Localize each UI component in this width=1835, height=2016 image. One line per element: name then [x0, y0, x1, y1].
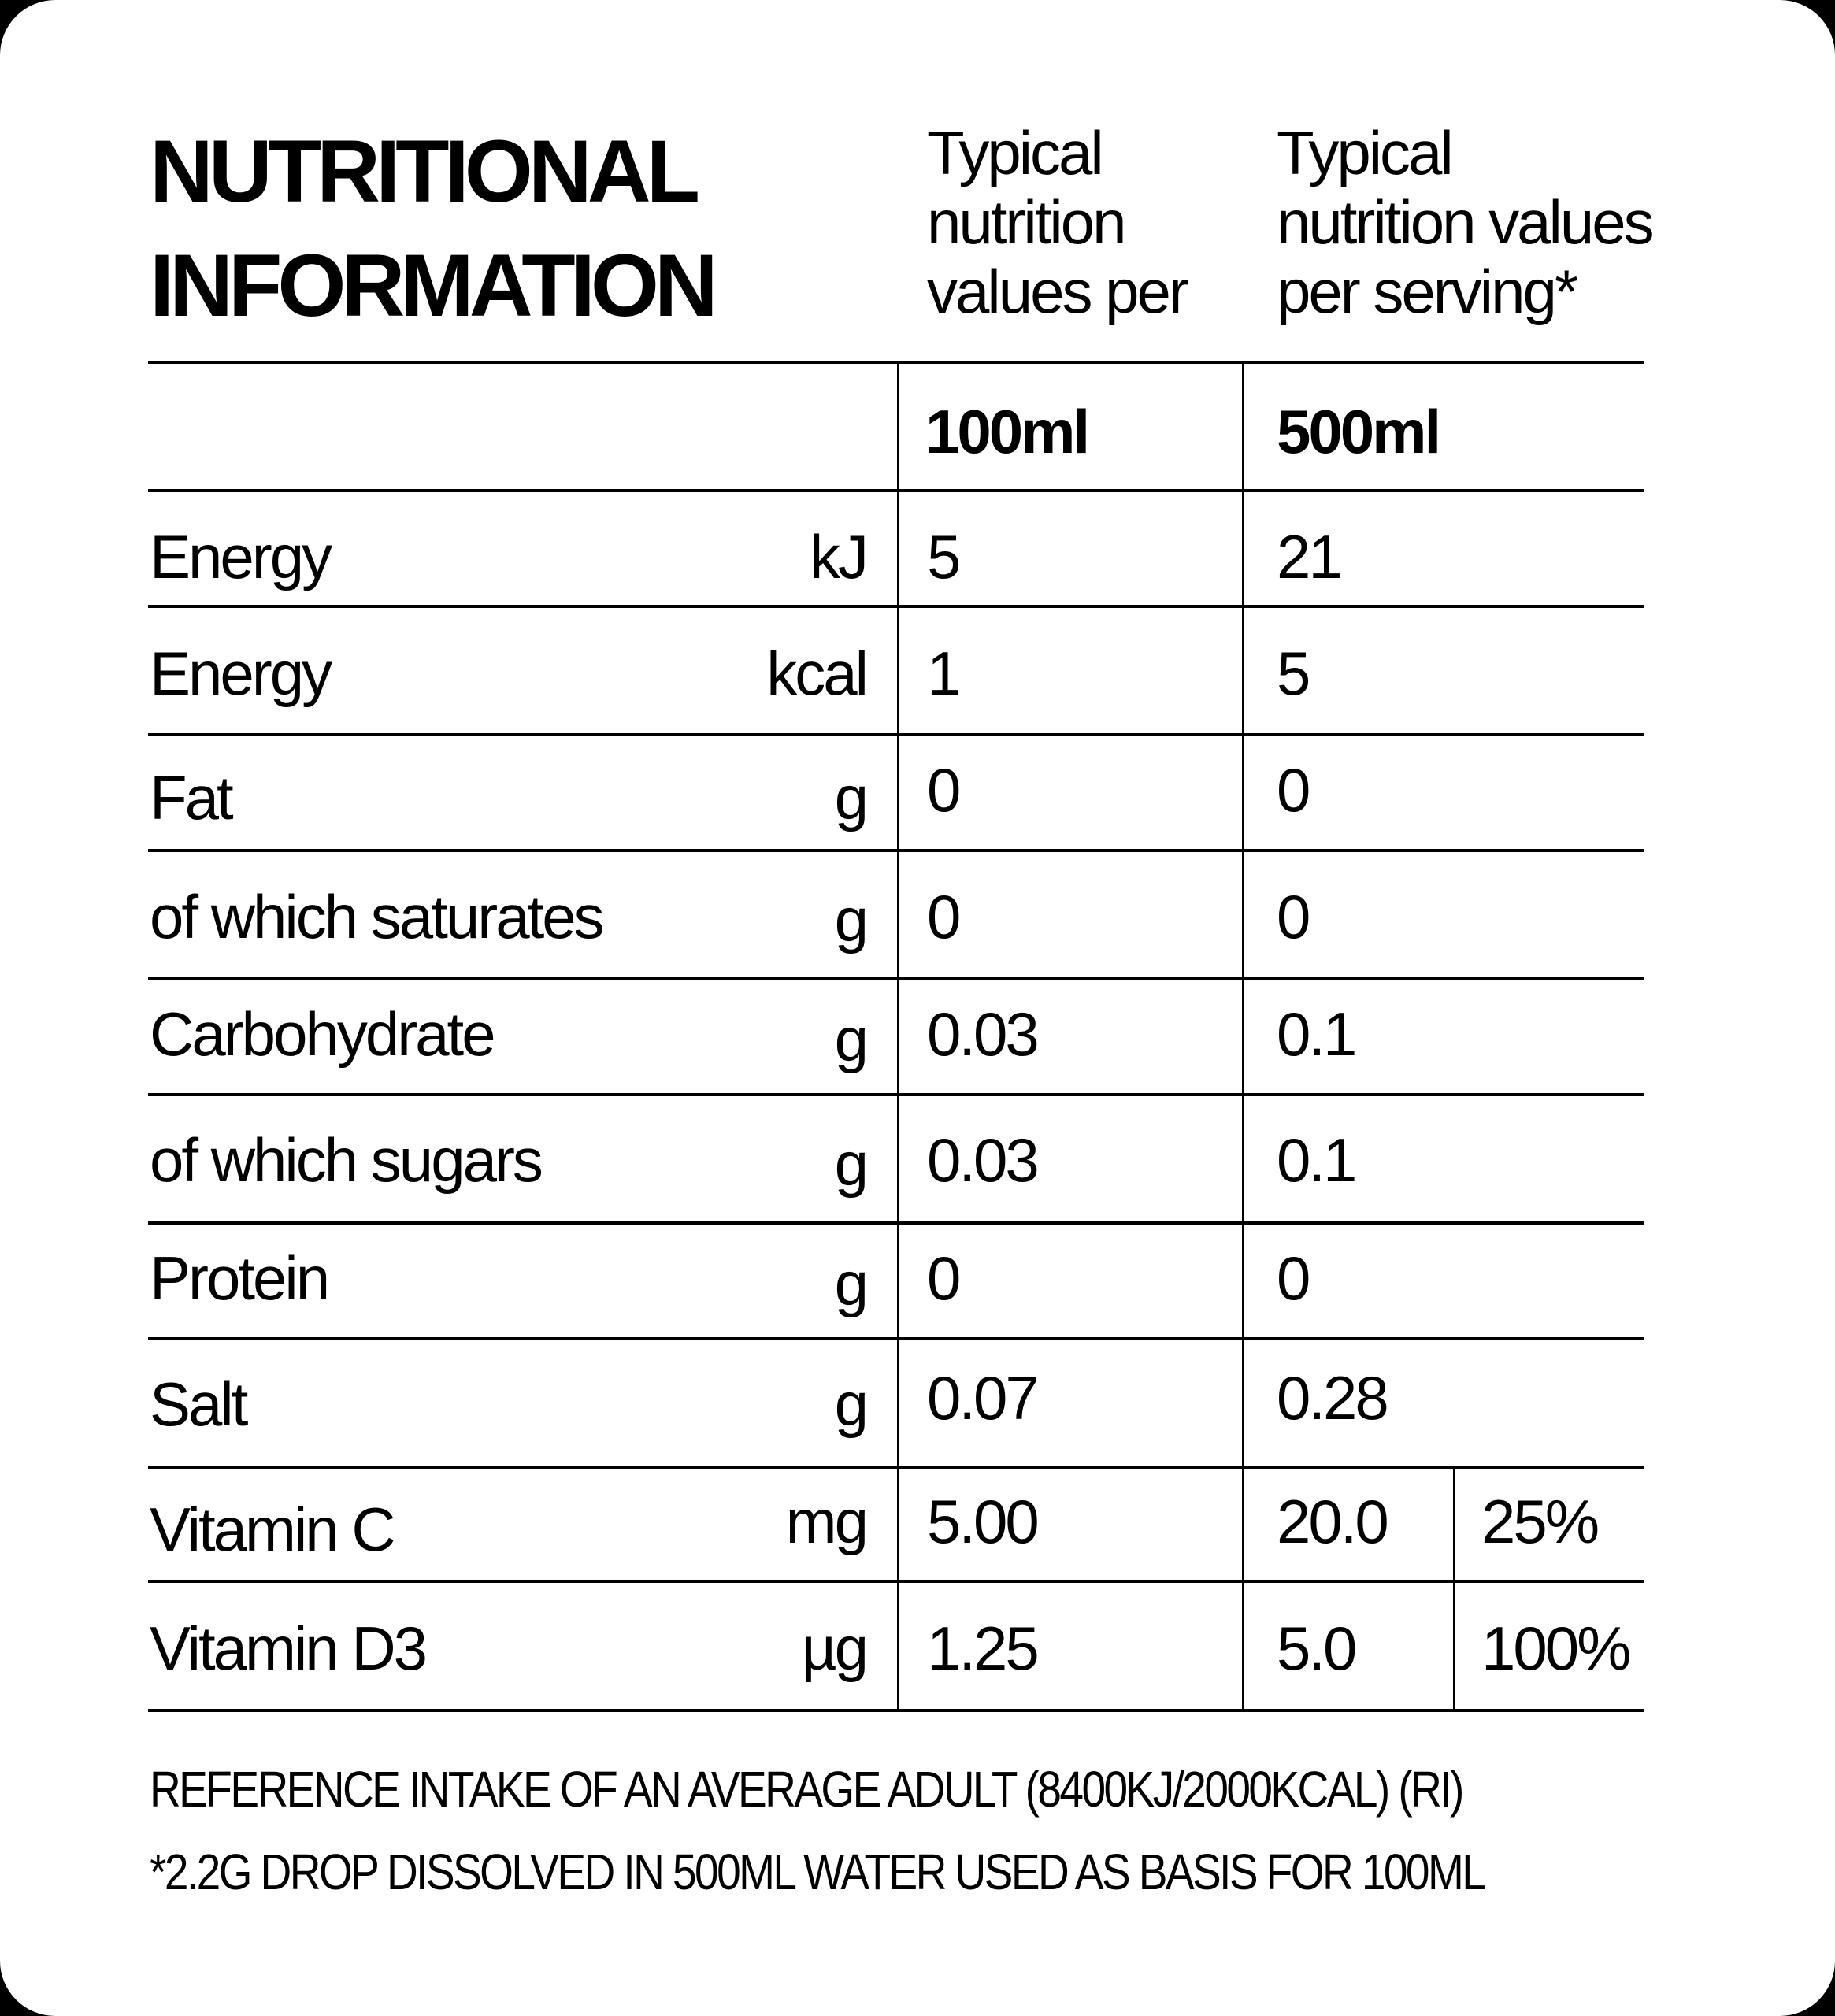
nutrient-unit: g [834, 1005, 869, 1074]
table-bottom-rule [148, 1709, 1644, 1712]
column-header-line: Typical [927, 118, 1104, 187]
nutrient-unit: g [834, 885, 869, 954]
value-per-serving: 0.1 [1277, 1125, 1357, 1195]
value-reference-intake: 100% [1481, 1614, 1631, 1683]
value-per-serving: 0 [1277, 755, 1310, 825]
row-divider [148, 977, 1644, 980]
value-per-100ml: 0.07 [927, 1363, 1040, 1432]
value-per-100ml: 0.03 [927, 1125, 1040, 1195]
nutrient-name: Salt [150, 1369, 248, 1439]
row-divider [148, 1580, 1644, 1583]
value-per-serving: 5 [1277, 639, 1310, 708]
value-per-100ml: 5 [927, 522, 961, 591]
value-per-serving: 0.1 [1277, 999, 1357, 1069]
row-divider [148, 849, 1644, 852]
value-per-100ml: 0 [927, 1243, 961, 1313]
value-per-serving: 20.0 [1277, 1487, 1389, 1556]
value-per-serving: 5.0 [1277, 1614, 1357, 1683]
nutrient-name: Energy [150, 639, 332, 708]
column-header-per-100ml: Typical nutrition values per [927, 118, 1189, 326]
nutrient-name: of which sugars [150, 1125, 543, 1195]
value-per-100ml: 5.00 [927, 1487, 1040, 1556]
nutrient-name: Protein [150, 1243, 330, 1313]
sub-header-100ml: 100ml [925, 397, 1090, 466]
column-header-line: per serving* [1277, 257, 1578, 326]
row-divider [148, 733, 1644, 736]
nutrient-name: of which saturates [150, 882, 605, 951]
row-divider [148, 489, 1644, 492]
column-header-line: nutrition [927, 187, 1126, 257]
value-per-serving: 0.28 [1277, 1363, 1389, 1432]
value-per-serving: 21 [1277, 522, 1343, 591]
row-divider [148, 1221, 1644, 1225]
column-header-line: nutrition values [1277, 187, 1655, 257]
page-title: NUTRITIONAL INFORMATION [150, 114, 718, 343]
row-divider [148, 1466, 1644, 1469]
column-header-per-serving: Typical nutrition values per serving* [1277, 118, 1655, 326]
nutrient-unit: g [834, 1129, 869, 1199]
nutrient-unit: mg [785, 1487, 869, 1556]
column-header-line: Typical [1277, 118, 1454, 187]
nutrient-unit: µg [801, 1614, 869, 1683]
value-per-serving: 0 [1277, 1243, 1310, 1313]
value-per-100ml: 1.25 [927, 1614, 1040, 1683]
nutrient-unit: g [834, 1249, 869, 1318]
row-divider [148, 1093, 1644, 1096]
nutrient-unit: kJ [810, 522, 869, 591]
column-divider-ri [1453, 1467, 1455, 1710]
column-header-line: values per [927, 257, 1189, 326]
footer-reference-intake-note: REFERENCE INTAKE OF AN AVERAGE ADULT (84… [150, 1761, 1464, 1818]
row-divider [148, 1337, 1644, 1340]
value-per-100ml: 0 [927, 882, 961, 951]
title-line-2: INFORMATION [150, 236, 718, 335]
value-reference-intake: 25% [1481, 1487, 1600, 1556]
nutrient-unit: g [834, 763, 869, 832]
title-line-1: NUTRITIONAL [150, 122, 700, 220]
column-divider [897, 362, 899, 1710]
nutrient-name: Carbohydrate [150, 999, 496, 1069]
nutrient-name: Vitamin D3 [150, 1614, 428, 1683]
sub-header-500ml: 500ml [1277, 397, 1441, 466]
value-per-serving: 0 [1277, 882, 1310, 951]
nutrient-name: Fat [150, 763, 234, 832]
value-per-100ml: 0 [927, 755, 961, 825]
nutrient-unit: g [834, 1369, 869, 1439]
value-per-100ml: 0.03 [927, 999, 1040, 1069]
row-divider [148, 605, 1644, 608]
nutrient-name: Vitamin C [150, 1495, 396, 1564]
footer-serving-note: *2.2G DROP DISSOLVED IN 500ML WATER USED… [150, 1844, 1486, 1900]
value-per-100ml: 1 [927, 639, 961, 708]
nutrient-unit: kcal [766, 639, 869, 708]
table-top-rule [148, 361, 1644, 364]
column-divider [1242, 362, 1244, 1710]
nutrient-name: Energy [150, 522, 332, 591]
